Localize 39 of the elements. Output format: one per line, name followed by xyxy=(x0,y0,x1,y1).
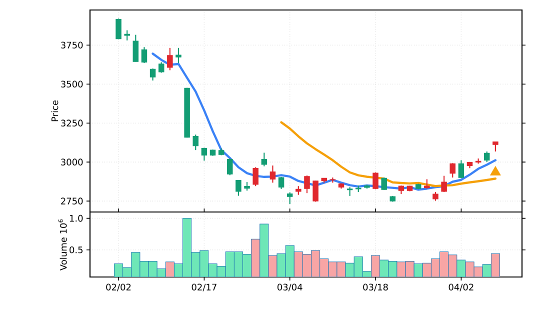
candlestick xyxy=(270,164,276,184)
y-tick-label: 3750 xyxy=(61,42,83,48)
candlestick xyxy=(312,180,318,202)
candlestick xyxy=(150,68,156,82)
candlestick xyxy=(441,175,447,193)
candlestick xyxy=(458,160,464,179)
y-tick-label: 0.5 xyxy=(70,246,83,254)
y-tick-label: 3000 xyxy=(61,158,83,166)
candlestick xyxy=(167,47,173,71)
candlestick xyxy=(261,152,268,167)
y-tick-label: 1.0 xyxy=(70,214,83,222)
candlestick xyxy=(116,18,122,40)
candlestick xyxy=(252,166,258,187)
x-tick-label: 04/02 xyxy=(448,284,474,292)
candlestick xyxy=(236,179,242,196)
candlestick xyxy=(141,46,148,64)
candlestick xyxy=(176,47,182,64)
candlestick xyxy=(492,141,498,152)
candlestick xyxy=(484,150,490,162)
y-axis-title: Volume 10$^{6}$ xyxy=(58,219,67,270)
line-series xyxy=(152,52,497,191)
y-tick-label: 3250 xyxy=(61,120,83,126)
candlestick xyxy=(304,174,310,194)
candlestick xyxy=(192,134,198,151)
y-tick-label: 2750 xyxy=(61,198,83,204)
candlestick xyxy=(132,34,139,62)
candlestick xyxy=(424,178,430,190)
candlestick xyxy=(450,162,456,178)
candlestick xyxy=(227,158,233,176)
y-tick-label: 3500 xyxy=(61,80,83,88)
x-tick-label: 02/02 xyxy=(106,284,131,292)
candlestick xyxy=(286,192,293,205)
candlestick xyxy=(201,147,208,162)
x-tick-label: 03/04 xyxy=(277,284,302,292)
candlestick xyxy=(381,176,387,190)
x-tick-label: 03/18 xyxy=(363,284,388,292)
y-axis-title: Price xyxy=(51,100,58,122)
x-tick-label: 02/17 xyxy=(192,284,216,292)
candlestick xyxy=(278,176,284,190)
